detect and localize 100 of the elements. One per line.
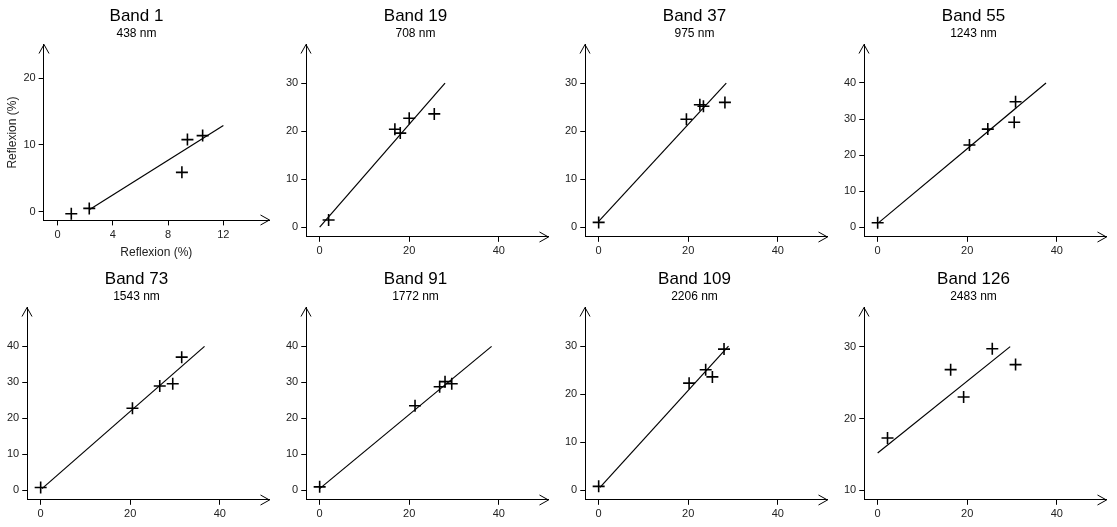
y-axis-title: Reflexion (%) bbox=[4, 96, 19, 169]
point bbox=[985, 341, 1000, 356]
point bbox=[717, 342, 731, 356]
y-tick-label: 20 bbox=[6, 411, 20, 424]
y-tick-label: 0 bbox=[13, 483, 20, 496]
point bbox=[444, 377, 459, 391]
point bbox=[956, 390, 971, 404]
point bbox=[438, 374, 452, 389]
point bbox=[696, 99, 711, 114]
x-tick-label: 20 bbox=[682, 507, 695, 520]
point bbox=[427, 107, 442, 121]
point bbox=[175, 165, 189, 180]
y-tick-label: 10 bbox=[843, 483, 857, 496]
point bbox=[33, 480, 48, 495]
y-tick-label: 20 bbox=[285, 124, 299, 137]
y-tick-label: 0 bbox=[29, 204, 36, 217]
chart-subtitle: 975 nm bbox=[674, 25, 715, 40]
chart-title: Band 19 bbox=[383, 5, 448, 25]
x-tick-label: 40 bbox=[1050, 244, 1063, 257]
x-tick-label: 20 bbox=[961, 244, 974, 257]
x-axis-title: Reflexion (%) bbox=[120, 245, 193, 260]
y-tick-label: 0 bbox=[292, 483, 299, 496]
y-tick-label: 30 bbox=[6, 375, 20, 388]
point bbox=[591, 479, 606, 494]
x-tick-label: 4 bbox=[109, 228, 116, 241]
point bbox=[1008, 94, 1023, 109]
point bbox=[962, 138, 977, 152]
point bbox=[165, 377, 180, 391]
point bbox=[180, 132, 195, 147]
x-tick-label: 0 bbox=[874, 507, 881, 520]
y-tick-label: 0 bbox=[292, 220, 299, 233]
chart-title: Band 91 bbox=[383, 268, 448, 288]
point bbox=[432, 379, 447, 394]
chart-subtitle: 708 nm bbox=[395, 25, 436, 40]
point bbox=[718, 95, 732, 110]
x-tick-label: 40 bbox=[492, 244, 505, 257]
point bbox=[321, 213, 336, 227]
point bbox=[174, 350, 189, 364]
y-tick-label: 40 bbox=[6, 339, 20, 352]
y-tick-label: 10 bbox=[564, 172, 578, 185]
point bbox=[870, 215, 885, 230]
x-tick-label: 40 bbox=[1050, 507, 1063, 520]
chart-subtitle: 1772 nm bbox=[392, 288, 439, 303]
chart-subtitle: 1543 nm bbox=[113, 288, 160, 303]
point bbox=[981, 122, 995, 136]
point bbox=[679, 112, 694, 126]
x-tick-label: 40 bbox=[213, 507, 226, 520]
chart-title: Band 1 bbox=[109, 5, 164, 25]
x-tick-label: 12 bbox=[217, 228, 230, 241]
point bbox=[312, 480, 327, 494]
y-tick-label: 40 bbox=[285, 339, 299, 352]
x-tick-label: 20 bbox=[682, 244, 695, 257]
x-tick-label: 20 bbox=[124, 507, 137, 520]
y-tick-label: 40 bbox=[843, 76, 857, 89]
chart-title: Band 37 bbox=[662, 5, 727, 25]
y-tick-label: 20 bbox=[564, 124, 578, 137]
x-tick-label: 0 bbox=[595, 244, 602, 257]
chart-subtitle: 2483 nm bbox=[950, 288, 997, 303]
x-tick-label: 40 bbox=[492, 507, 505, 520]
point bbox=[64, 206, 79, 221]
point bbox=[943, 362, 958, 377]
chart-title: Band 109 bbox=[658, 268, 731, 288]
x-tick-label: 0 bbox=[37, 507, 44, 520]
x-tick-label: 0 bbox=[316, 244, 323, 257]
y-tick-label: 20 bbox=[843, 411, 857, 424]
point bbox=[880, 431, 895, 445]
x-tick-label: 8 bbox=[165, 228, 172, 241]
point bbox=[1008, 357, 1023, 372]
x-tick-label: 20 bbox=[961, 507, 974, 520]
x-tick-label: 20 bbox=[403, 244, 416, 257]
point bbox=[693, 98, 707, 112]
chart-title: Band 55 bbox=[941, 5, 1006, 25]
y-tick-label: 30 bbox=[285, 375, 299, 388]
y-tick-label: 30 bbox=[564, 76, 578, 89]
y-tick-label: 10 bbox=[843, 184, 857, 197]
y-tick-label: 10 bbox=[6, 447, 20, 460]
y-tick-label: 10 bbox=[23, 137, 36, 150]
x-tick-label: 40 bbox=[771, 507, 784, 520]
point bbox=[402, 111, 417, 126]
chart-title: Band 73 bbox=[104, 268, 169, 288]
point bbox=[1007, 115, 1022, 130]
y-tick-label: 10 bbox=[285, 172, 299, 185]
y-tick-label: 0 bbox=[850, 220, 857, 233]
point bbox=[682, 376, 696, 390]
y-tick-label: 20 bbox=[23, 71, 36, 84]
y-tick-label: 20 bbox=[285, 411, 299, 424]
y-tick-label: 20 bbox=[843, 148, 857, 161]
y-tick-label: 30 bbox=[843, 339, 857, 352]
chart-subtitle: 1243 nm bbox=[950, 25, 997, 40]
chart-subtitle: 438 nm bbox=[116, 25, 157, 40]
y-tick-label: 0 bbox=[571, 483, 578, 496]
y-tick-label: 20 bbox=[564, 387, 578, 400]
y-tick-label: 30 bbox=[843, 112, 857, 125]
y-tick-label: 10 bbox=[564, 435, 578, 448]
point bbox=[152, 379, 167, 393]
point bbox=[195, 128, 210, 143]
y-tick-label: 30 bbox=[285, 76, 299, 89]
x-tick-label: 0 bbox=[874, 244, 881, 257]
y-tick-label: 30 bbox=[564, 339, 578, 352]
x-tick-label: 20 bbox=[403, 507, 416, 520]
